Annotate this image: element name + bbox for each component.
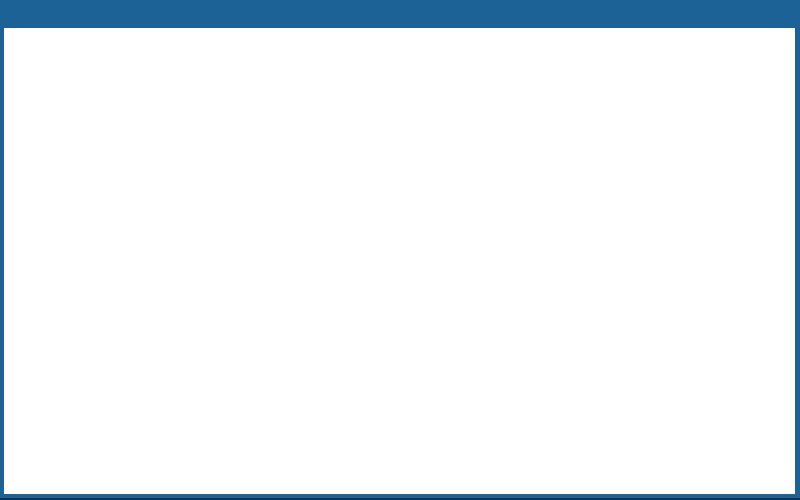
- window-frame-bottom: [0, 494, 800, 500]
- window-frame-right: [795, 0, 800, 500]
- window-titlebar: [0, 0, 800, 28]
- window-frame-left: [0, 0, 4, 500]
